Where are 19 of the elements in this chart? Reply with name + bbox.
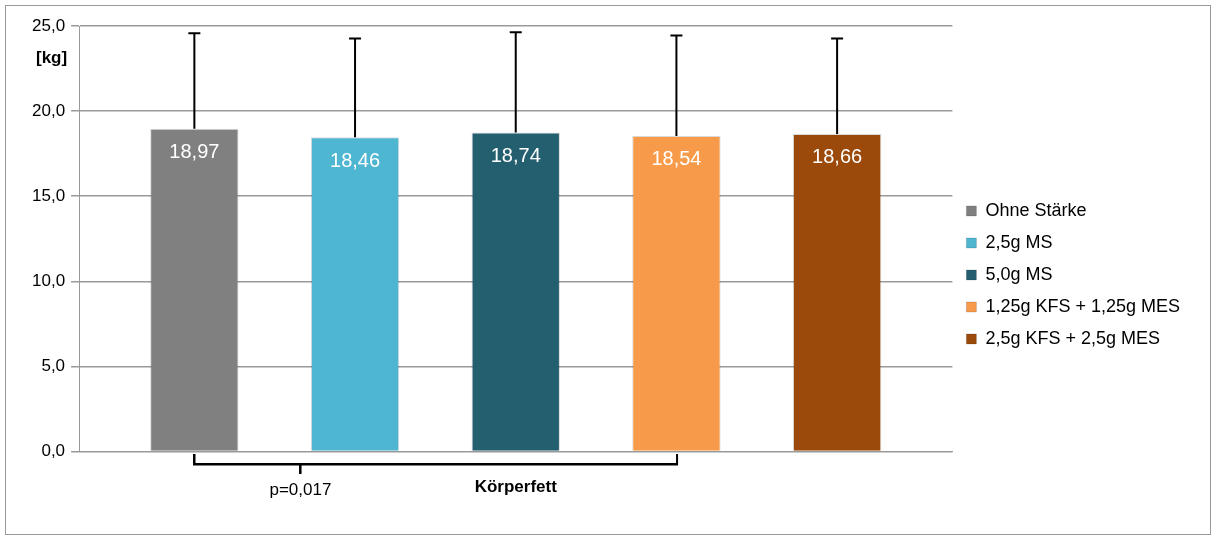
legend-label: 2,5g MS [985,231,1053,252]
legend-label: 2,5g KFS + 2,5g MES [985,327,1160,348]
data-label: 18,46 [330,148,381,171]
legend-label: 5,0g MS [985,263,1053,284]
y-tick-label: 25,0 [31,15,66,35]
x-tick-label: Körperfett [474,477,558,497]
legend-label: Ohne Stärke [985,199,1087,220]
data-label: 18,54 [651,147,702,170]
legend-label: 1,25g KFS + 1,25g MES [985,295,1181,316]
text: p=0,017 [269,479,332,499]
y-tick-label: 15,0 [31,185,66,205]
y-tick-label: 20,0 [31,100,66,120]
y-tick-label: 0,0 [41,441,66,461]
y-tick-label: 10,0 [31,271,66,291]
y-axis-title: [kg] [36,47,68,67]
y-tick-label: 5,0 [41,356,66,376]
data-label: 18,74 [490,144,541,167]
data-label: 18,97 [169,140,220,163]
data-label: 18,66 [812,145,863,168]
